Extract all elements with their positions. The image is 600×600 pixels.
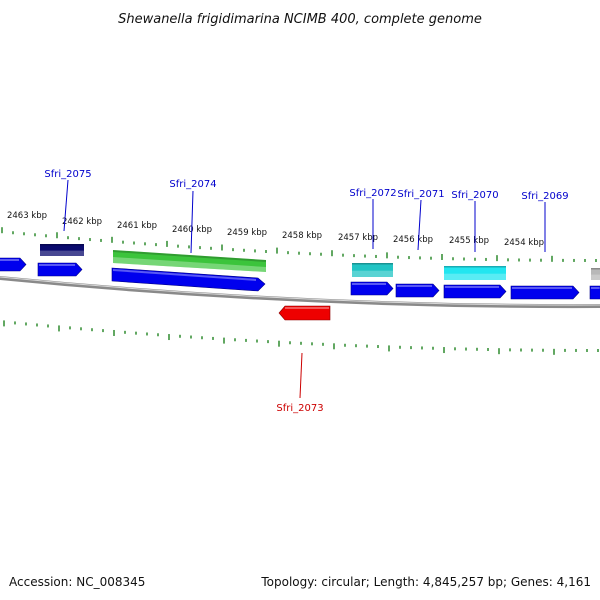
scale-ticks bbox=[1, 227, 599, 355]
cds-arrow-sfri-2071 bbox=[395, 283, 440, 298]
gene-features bbox=[0, 244, 600, 321]
gene-label-sfri-2074[interactable]: Sfri_2074 bbox=[169, 179, 216, 190]
genome-stats-text: Topology: circular; Length: 4,845,257 bp… bbox=[261, 575, 591, 589]
cds-arrow-sfri-2070 bbox=[443, 284, 507, 299]
gene-feature-sfri-2074 bbox=[113, 250, 266, 272]
scale-label-2462: 2462 kbp bbox=[62, 217, 102, 227]
scale-labels: 2463 kbp 2462 kbp 2461 kbp 2460 kbp 2459… bbox=[7, 211, 544, 248]
gene-label-sfri-2070[interactable]: Sfri_2070 bbox=[451, 190, 498, 201]
scale-label-2458: 2458 kbp bbox=[282, 231, 322, 241]
scale-label-2454: 2454 kbp bbox=[504, 238, 544, 248]
gene-labels: Sfri_2075 Sfri_2074 Sfri_2072 Sfri_2071 … bbox=[44, 169, 568, 414]
gene-feature-sfri-2070 bbox=[444, 266, 506, 280]
scale-label-2456: 2456 kbp bbox=[393, 235, 433, 245]
cds-arrow-sfri-2075 bbox=[37, 262, 83, 277]
scale-label-2459: 2459 kbp bbox=[227, 228, 267, 238]
accession-text: Accession: NC_008345 bbox=[9, 575, 146, 589]
scale-label-2457: 2457 kbp bbox=[338, 233, 378, 243]
backbone-highlight bbox=[0, 276, 600, 306]
gene-feature-edge bbox=[591, 268, 600, 280]
scale-label-2463: 2463 kbp bbox=[7, 211, 47, 221]
cds-arrow-sfri-2069 bbox=[510, 285, 580, 300]
genome-backbone bbox=[0, 275, 600, 309]
scale-label-2461: 2461 kbp bbox=[117, 221, 157, 231]
gene-label-sfri-2069[interactable]: Sfri_2069 bbox=[521, 191, 568, 202]
gene-label-sfri-2075[interactable]: Sfri_2075 bbox=[44, 169, 91, 180]
cds-arrow-sfri-2073 bbox=[278, 305, 331, 321]
gene-label-sfri-2072[interactable]: Sfri_2072 bbox=[349, 188, 396, 199]
cds-arrow-edge bbox=[0, 257, 27, 272]
gene-label-sfri-2073[interactable]: Sfri_2073 bbox=[276, 403, 323, 414]
gene-feature-sfri-2075 bbox=[40, 244, 84, 256]
cds-arrow-edge-right bbox=[589, 285, 600, 300]
gene-feature-sfri-2072 bbox=[352, 263, 393, 277]
scale-label-2455: 2455 kbp bbox=[449, 236, 489, 246]
cds-arrow-sfri-2074 bbox=[111, 267, 266, 292]
gene-label-sfri-2071[interactable]: Sfri_2071 bbox=[397, 189, 444, 200]
cds-arrow-sfri-2072 bbox=[350, 281, 394, 296]
map-title: Shewanella frigidimarina NCIMB 400, comp… bbox=[118, 12, 482, 27]
